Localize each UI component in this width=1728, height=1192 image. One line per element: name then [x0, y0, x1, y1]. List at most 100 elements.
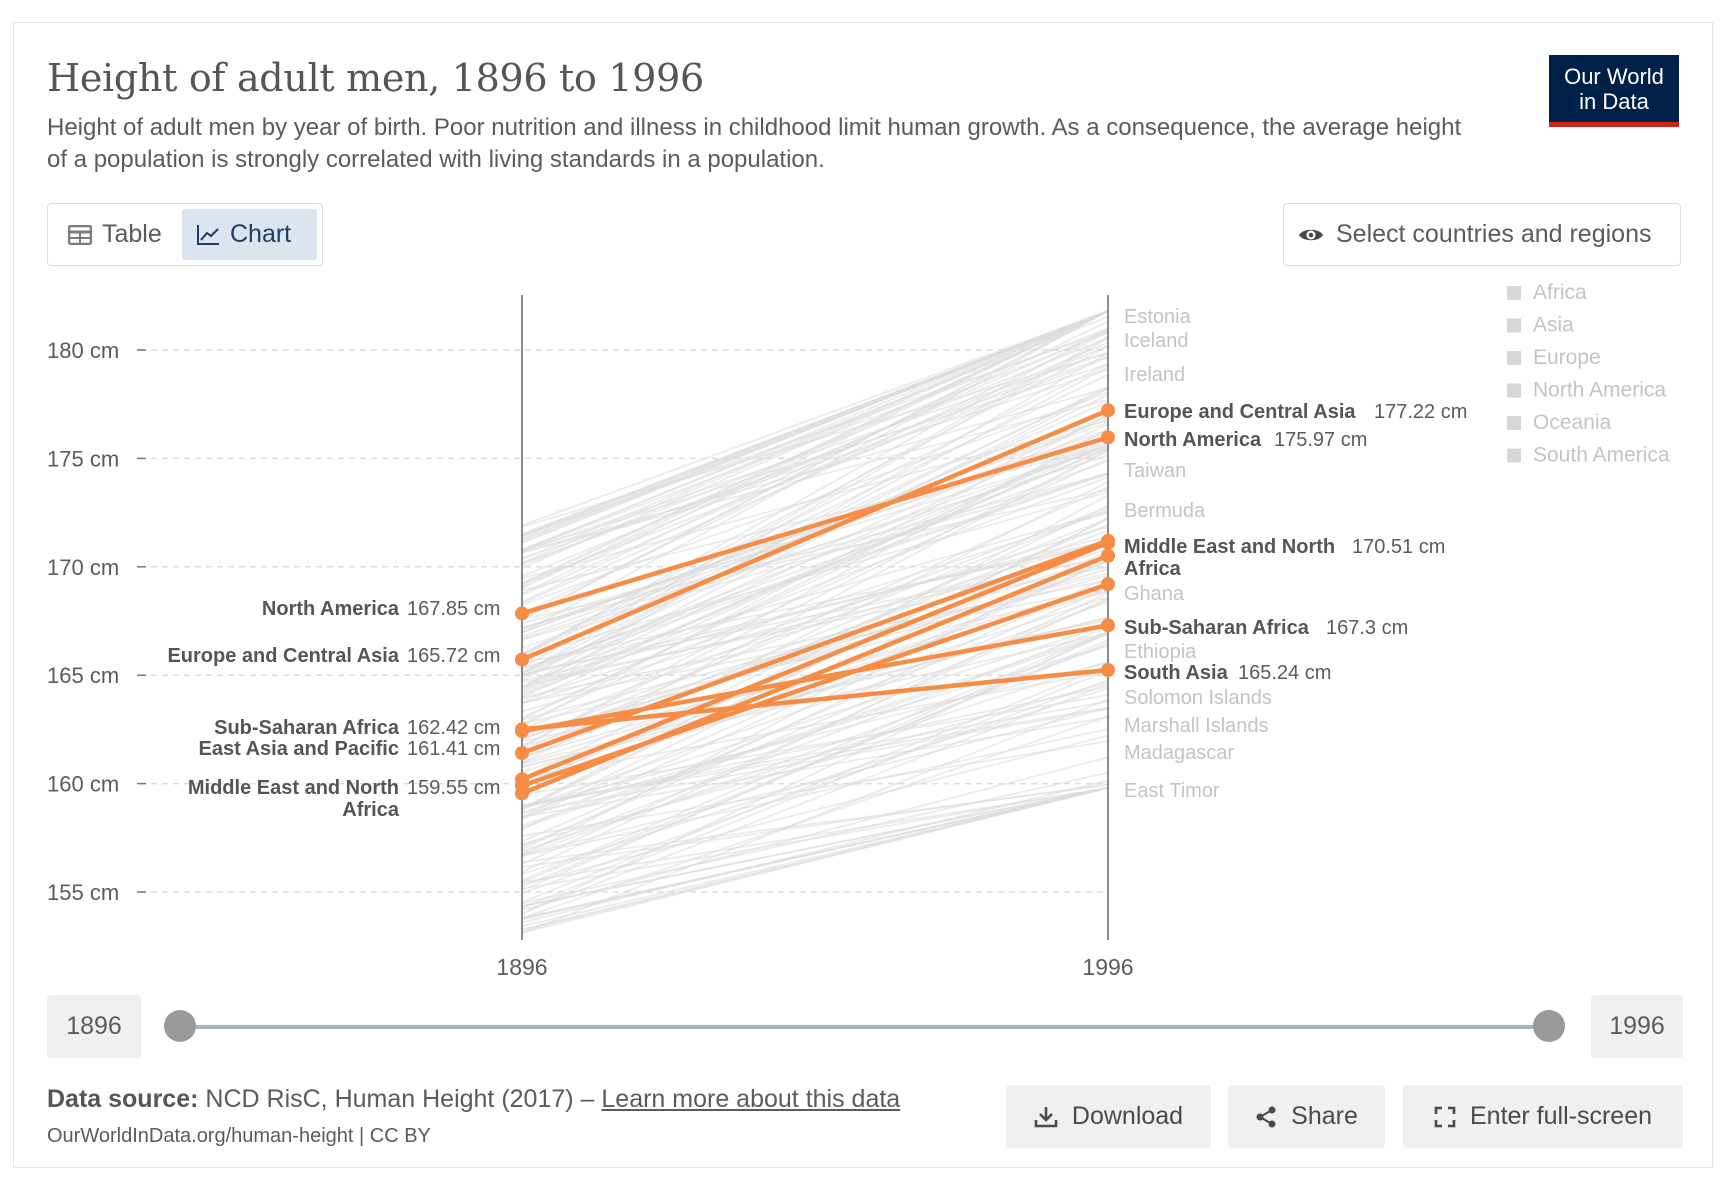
series-point-end	[1101, 535, 1115, 550]
y-tick-label: 180 cm	[47, 338, 119, 363]
background-country-line	[521, 632, 1109, 892]
label-layer: Europe and Central Asia 165.72 cm North Am…	[167, 306, 1467, 821]
legend-swatch[interactable]	[1507, 286, 1521, 300]
series-label-end: Europe and Central Asia	[1124, 401, 1356, 423]
chart-subtitle: Height of adult men by year of birth. Po…	[47, 114, 1462, 173]
timeline-start-label[interactable]: 1896	[47, 995, 141, 1058]
logo-bar	[1549, 122, 1679, 127]
tab-chart-label: Chart	[230, 220, 292, 248]
background-country-label: Estonia	[1124, 306, 1192, 328]
fullscreen-label: Enter full-screen	[1469, 1102, 1653, 1130]
legend-swatch[interactable]	[1507, 383, 1521, 398]
series-point-start	[515, 606, 529, 621]
series-value-end: 175.97 cm	[1274, 429, 1367, 451]
background-country-line	[521, 351, 1109, 552]
chart-title: Height of adult men, 1896 to 1996	[47, 56, 704, 100]
series-value-start: 165.72 cm	[407, 645, 500, 667]
series-label-start: East Asia and Pacific	[199, 738, 399, 760]
background-country-line	[521, 543, 1109, 664]
background-country-line	[521, 373, 1109, 657]
y-tick-label: 155 cm	[47, 880, 119, 905]
legend[interactable]: Africa Asia Europe North America Oceania Sout…	[1507, 281, 1670, 467]
background-country-label: Solomon Islands	[1124, 687, 1272, 709]
background-country-line	[521, 329, 1109, 588]
background-country-label: Ireland	[1124, 364, 1185, 386]
x-label-1996: 1996	[1082, 954, 1133, 980]
background-country-line	[521, 310, 1109, 540]
legend-label: Africa	[1533, 281, 1587, 304]
series-line	[519, 623, 1111, 734]
background-country-line	[521, 320, 1109, 603]
view-toggle: Table Chart	[47, 203, 323, 266]
background-country-label: Iceland	[1124, 330, 1189, 352]
series-point-end	[1101, 662, 1115, 677]
background-country-line	[521, 682, 1109, 914]
series-label-end: South Asia	[1124, 662, 1229, 684]
background-country-line	[521, 368, 1109, 559]
select-countries-button[interactable]: Select countries and regions	[1283, 203, 1681, 266]
legend-swatch[interactable]	[1507, 448, 1521, 463]
background-country-line	[521, 661, 1109, 808]
background-country-line	[521, 352, 1109, 689]
series-point-start	[515, 652, 529, 667]
tab-chart[interactable]: Chart	[182, 209, 317, 260]
y-tick-label: 170 cm	[47, 555, 119, 580]
series-label-end: North America	[1124, 429, 1262, 451]
background-country-line	[521, 787, 1109, 884]
background-country-line	[521, 787, 1109, 920]
background-country-line	[521, 587, 1109, 843]
timeline-end-handle[interactable]	[1533, 1010, 1565, 1042]
background-country-line	[521, 787, 1109, 928]
background-country-line	[521, 679, 1109, 895]
series-point-end	[1101, 430, 1115, 445]
footer-url: OurWorldInData.org/human-height | CC BY	[47, 1125, 431, 1147]
download-label: Download	[1071, 1102, 1184, 1130]
legend-label: Europe	[1533, 346, 1601, 369]
legend-swatch[interactable]	[1507, 416, 1521, 430]
background-country-line	[521, 336, 1109, 578]
series-point-end	[1101, 577, 1115, 592]
legend-swatch[interactable]	[1507, 351, 1521, 365]
background-country-line	[521, 734, 1109, 886]
tab-table[interactable]: Table	[54, 209, 180, 260]
background-country-line	[521, 511, 1109, 701]
download-icon	[1034, 1106, 1058, 1127]
series-point-end	[1101, 618, 1115, 633]
background-country-line	[521, 445, 1109, 649]
timeline-track[interactable]	[180, 1025, 1550, 1029]
series-value-end: 170.51 cm	[1352, 536, 1445, 558]
table-icon	[68, 224, 92, 245]
select-countries-label: Select countries and regions	[1336, 220, 1652, 248]
background-country-line	[521, 471, 1109, 670]
timeline-end-label[interactable]: 1996	[1591, 995, 1683, 1058]
legend-swatch[interactable]	[1507, 318, 1521, 333]
series-value-start: 159.55 cm	[407, 777, 500, 799]
background-country-label: Marshall Islands	[1124, 715, 1269, 737]
background-country-line	[521, 626, 1109, 854]
background-country-line	[521, 310, 1109, 620]
background-country-line	[521, 344, 1109, 604]
series-point-end	[1101, 403, 1115, 418]
timeline-start-handle[interactable]	[164, 1010, 196, 1042]
share-button[interactable]: Share	[1228, 1085, 1385, 1148]
background-country-line	[521, 633, 1109, 829]
owid-logo[interactable]: Our World in Data	[1549, 55, 1679, 127]
background-country-label: Madagascar	[1124, 742, 1234, 764]
background-country-line	[521, 310, 1109, 634]
fullscreen-button[interactable]: Enter full-screen	[1403, 1085, 1683, 1148]
series-line	[519, 540, 1111, 782]
series-point-start	[515, 722, 529, 737]
y-tick-label: 175 cm	[47, 446, 119, 471]
data-source-text: NCD RisC, Human Height (2017) –	[205, 1085, 595, 1113]
background-country-label: Bermuda	[1124, 500, 1206, 522]
download-button[interactable]: Download	[1006, 1085, 1211, 1148]
background-country-line	[521, 579, 1109, 699]
series-layer	[515, 403, 1115, 801]
series-value-end: 177.22 cm	[1374, 401, 1467, 423]
background-country-line	[521, 716, 1109, 818]
logo-line-2: in Data	[1579, 89, 1649, 114]
background-country-line	[521, 437, 1109, 699]
series-label-end: Africa	[1124, 558, 1182, 580]
learn-more-link[interactable]: Learn more about this data	[601, 1085, 901, 1113]
